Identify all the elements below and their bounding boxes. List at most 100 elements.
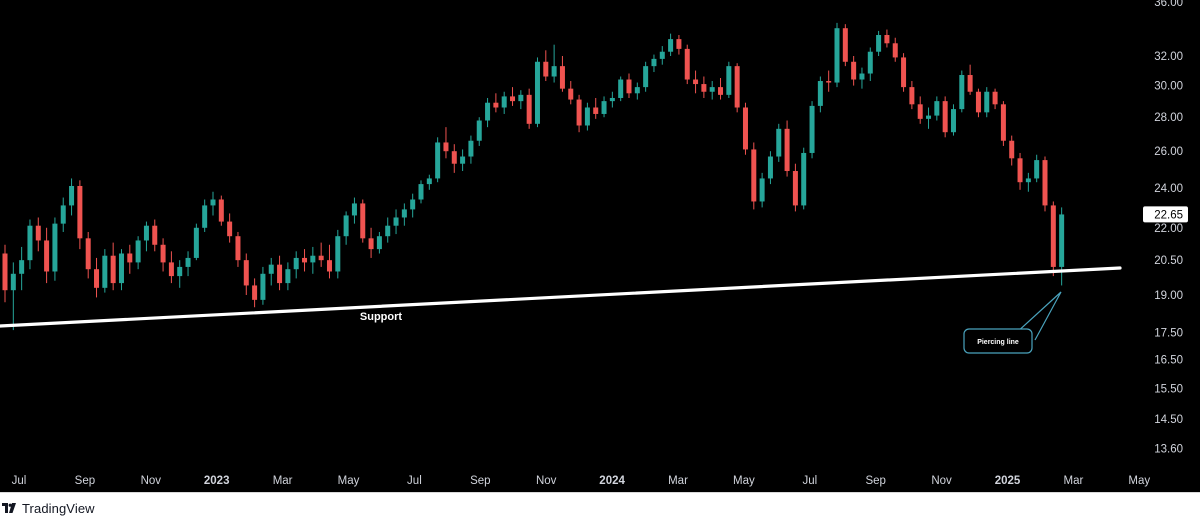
candle-body bbox=[227, 221, 233, 237]
candle-body bbox=[10, 273, 16, 291]
x-tick-label: 2023 bbox=[204, 475, 230, 487]
candle-body bbox=[701, 84, 707, 92]
candle-body bbox=[501, 96, 507, 108]
annotation-box[interactable] bbox=[963, 328, 1033, 354]
candle-body bbox=[285, 269, 291, 284]
footer-bar: TradingView bbox=[0, 492, 1200, 523]
candle-body bbox=[351, 203, 357, 216]
annotation-pointer bbox=[1015, 291, 1062, 341]
candle-body bbox=[343, 215, 349, 237]
candle-body bbox=[185, 257, 191, 267]
candle-body bbox=[859, 73, 865, 80]
last-price-box bbox=[1143, 206, 1188, 223]
last-price-label-group: 22.65 bbox=[1143, 206, 1188, 223]
candle-body bbox=[1017, 158, 1023, 183]
candle-body bbox=[975, 91, 981, 113]
candle-body bbox=[534, 61, 540, 124]
candle-body bbox=[718, 87, 724, 95]
candle-body bbox=[102, 255, 108, 288]
candle-body bbox=[35, 225, 41, 241]
candle-body bbox=[576, 99, 582, 126]
candle-body bbox=[202, 205, 208, 228]
candle-body bbox=[235, 236, 241, 261]
candle-body bbox=[168, 262, 174, 277]
y-tick-label: 15.50 bbox=[1154, 383, 1183, 395]
candle-body bbox=[892, 43, 898, 58]
candle-body bbox=[260, 273, 266, 300]
candle-body bbox=[992, 91, 998, 105]
candle-body bbox=[742, 107, 748, 150]
candle-body bbox=[826, 81, 832, 83]
candle-body bbox=[934, 101, 940, 116]
annotation-group[interactable]: Piercing line bbox=[963, 291, 1062, 354]
candle-body bbox=[851, 61, 857, 80]
y-tick-label: 20.50 bbox=[1154, 255, 1183, 267]
candle-body bbox=[734, 66, 740, 108]
x-tick-label: May bbox=[1128, 475, 1150, 487]
candle-body bbox=[609, 97, 615, 102]
candle-body bbox=[160, 244, 166, 263]
tradingview-logo[interactable]: TradingView bbox=[2, 501, 95, 516]
candle-body bbox=[44, 240, 50, 272]
candle-body bbox=[901, 57, 907, 88]
x-tick-label: Jul bbox=[12, 475, 27, 487]
candle-body bbox=[152, 225, 158, 245]
candle-body bbox=[443, 142, 449, 152]
candle-body bbox=[950, 109, 956, 133]
candle-body bbox=[884, 34, 890, 44]
y-axis: 36.00 32.00 30.00 28.00 26.00 24.00 22.00 20.50… bbox=[1154, 0, 1183, 455]
support-label: Support bbox=[360, 311, 402, 323]
candle-body bbox=[27, 225, 33, 261]
candle-body bbox=[659, 51, 665, 59]
candle-body bbox=[834, 28, 840, 83]
candle-body bbox=[451, 151, 457, 164]
candle-body bbox=[584, 107, 590, 126]
candle-body bbox=[85, 238, 91, 270]
support-line[interactable] bbox=[0, 266, 1122, 328]
y-tick-label: 14.50 bbox=[1154, 414, 1183, 426]
last-price-label: 22.65 bbox=[1154, 209, 1183, 221]
candle-body bbox=[335, 236, 341, 272]
candle-body bbox=[135, 240, 141, 263]
candle-body bbox=[959, 75, 965, 110]
candle-body bbox=[1034, 160, 1040, 179]
candle-body bbox=[310, 255, 316, 263]
support-line-group[interactable]: Support bbox=[0, 266, 1122, 328]
candle-body bbox=[784, 128, 790, 172]
candle-body bbox=[118, 253, 124, 284]
candle-body bbox=[842, 28, 848, 62]
x-tick-label: Nov bbox=[536, 475, 557, 487]
candle-body bbox=[1042, 160, 1048, 206]
candle-body bbox=[110, 255, 116, 284]
candle-body bbox=[867, 51, 873, 74]
x-tick-label: Mar bbox=[273, 475, 293, 487]
candle-body bbox=[651, 58, 657, 67]
candle-body bbox=[626, 79, 632, 94]
candle-body bbox=[984, 91, 990, 113]
candle-body bbox=[77, 185, 83, 239]
x-tick-label: Nov bbox=[141, 475, 162, 487]
x-tick-label: Jul bbox=[407, 475, 422, 487]
candle-body bbox=[293, 257, 299, 270]
candle-body bbox=[19, 260, 25, 274]
tradingview-logo-icon bbox=[2, 503, 16, 513]
candle-body bbox=[69, 185, 75, 206]
candle-body bbox=[726, 66, 732, 95]
candle-body bbox=[1009, 140, 1015, 159]
y-tick-label: 32.00 bbox=[1154, 51, 1183, 63]
x-tick-label: 2024 bbox=[599, 475, 625, 487]
candle-body bbox=[809, 105, 815, 153]
y-tick-label: 28.00 bbox=[1154, 112, 1183, 124]
candle-body bbox=[593, 107, 599, 114]
x-tick-label: Nov bbox=[931, 475, 952, 487]
candle-body bbox=[634, 87, 640, 94]
candle-body bbox=[518, 94, 524, 102]
y-tick-label: 13.60 bbox=[1154, 443, 1183, 455]
x-tick-label: Mar bbox=[1063, 475, 1083, 487]
candle-body bbox=[277, 264, 283, 284]
candle-body bbox=[460, 156, 466, 164]
y-tick-label: 24.00 bbox=[1154, 183, 1183, 195]
candle-body bbox=[368, 238, 374, 250]
